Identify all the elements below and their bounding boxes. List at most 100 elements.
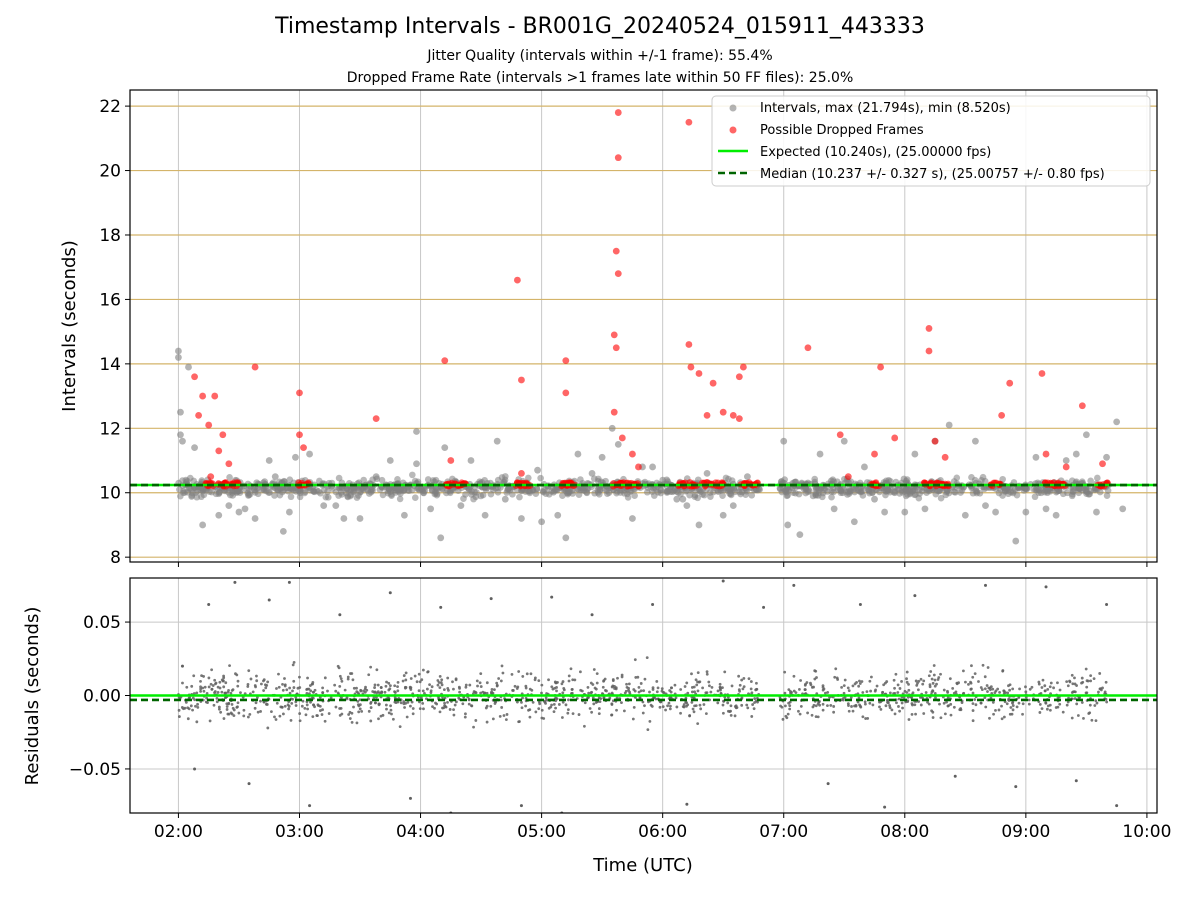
- interval-point: [707, 493, 714, 500]
- residual-point: [705, 670, 709, 674]
- residual-point: [928, 683, 932, 687]
- interval-point: [424, 476, 432, 483]
- residual-point: [413, 674, 417, 678]
- dropped-frame-point: [1042, 450, 1050, 458]
- residual-point: [1090, 718, 1094, 722]
- residual-point: [598, 700, 602, 703]
- residual-point: [696, 722, 700, 726]
- residual-point: [1073, 697, 1077, 700]
- residual-point: [952, 705, 956, 709]
- residual-point: [452, 687, 455, 691]
- residual-point: [843, 678, 847, 682]
- residual-point: [218, 680, 222, 684]
- residual-point: [907, 683, 910, 686]
- residual-point: [389, 684, 392, 687]
- residual-point: [550, 703, 553, 707]
- residual-point: [235, 705, 239, 709]
- interval-point: [695, 521, 703, 529]
- residual-point: [622, 709, 626, 713]
- residual-point: [458, 690, 461, 694]
- interval-point: [428, 486, 436, 494]
- interval-point: [332, 502, 340, 510]
- residual-point: [930, 690, 934, 694]
- residual-point: [1068, 679, 1071, 683]
- interval-point: [285, 508, 293, 516]
- chart-subtitle-dropped: Dropped Frame Rate (intervals >1 frames …: [346, 70, 854, 86]
- residual-point: [533, 678, 537, 682]
- residual-point: [929, 670, 933, 673]
- residual-point: [534, 710, 538, 714]
- residual-point: [1089, 674, 1093, 677]
- residual-point: [383, 690, 387, 694]
- dropped-frame-point: [891, 434, 899, 442]
- residual-point: [1103, 690, 1107, 694]
- residual-point: [550, 595, 554, 599]
- residual-point: [195, 720, 199, 724]
- residual-point: [821, 708, 825, 712]
- residual-point: [485, 704, 489, 708]
- residual-point: [489, 597, 493, 601]
- residual-point: [804, 682, 807, 686]
- residual-point: [275, 701, 279, 705]
- residual-point: [788, 707, 792, 711]
- residual-point: [277, 672, 280, 676]
- residual-point: [809, 683, 813, 687]
- residual-point: [540, 716, 544, 720]
- interval-point: [972, 437, 979, 445]
- residual-point: [602, 679, 606, 682]
- interval-point: [401, 511, 408, 519]
- residual-point: [812, 703, 816, 707]
- interval-point: [1082, 431, 1090, 439]
- dropped-frame-point: [562, 389, 570, 397]
- dropped-frame-point: [739, 363, 747, 371]
- interval-point: [783, 492, 791, 500]
- residual-point: [1054, 706, 1058, 709]
- residual-point: [193, 767, 197, 771]
- residual-point: [1065, 680, 1069, 684]
- residual-point: [411, 707, 415, 710]
- residual-point: [868, 679, 872, 683]
- residual-point: [646, 728, 650, 732]
- residual-point: [1005, 702, 1009, 706]
- residual-point: [253, 706, 257, 710]
- residual-point: [856, 700, 860, 704]
- interval-point: [177, 431, 184, 439]
- residual-point: [888, 704, 892, 707]
- top-y-axis-label: Intervals (seconds): [59, 240, 80, 412]
- interval-point: [608, 424, 616, 432]
- dropped-frame-point: [205, 421, 213, 429]
- residual-point: [505, 713, 509, 716]
- residual-point: [787, 688, 791, 692]
- residual-point: [1027, 698, 1031, 702]
- residual-point: [977, 680, 980, 683]
- residual-point: [1009, 706, 1013, 709]
- residual-point: [1027, 702, 1031, 706]
- dropped-frame-point: [296, 431, 303, 439]
- residual-point: [1037, 682, 1041, 686]
- residual-point: [979, 686, 983, 689]
- residual-point: [369, 700, 373, 704]
- bottom-y-axis-label: Residuals (seconds): [22, 607, 43, 786]
- residual-point: [973, 672, 977, 676]
- residual-point: [797, 709, 800, 713]
- residual-point: [625, 682, 628, 686]
- residual-point: [971, 691, 975, 695]
- residual-point: [323, 719, 327, 723]
- interval-point: [287, 493, 295, 501]
- residual-point: [292, 660, 296, 664]
- residual-point: [493, 702, 497, 705]
- residual-point: [1002, 715, 1006, 719]
- residual-point: [729, 704, 733, 708]
- residual-point: [388, 591, 392, 595]
- interval-point: [683, 502, 691, 510]
- residual-point: [221, 679, 225, 683]
- residual-point: [861, 691, 865, 694]
- residual-point: [448, 708, 452, 711]
- residual-point: [521, 675, 525, 678]
- residual-point: [783, 670, 787, 674]
- residual-point: [716, 701, 720, 705]
- residual-point: [749, 680, 753, 683]
- residual-point: [358, 707, 362, 711]
- residual-point: [180, 664, 184, 668]
- top-axes-frame: [129, 89, 1158, 563]
